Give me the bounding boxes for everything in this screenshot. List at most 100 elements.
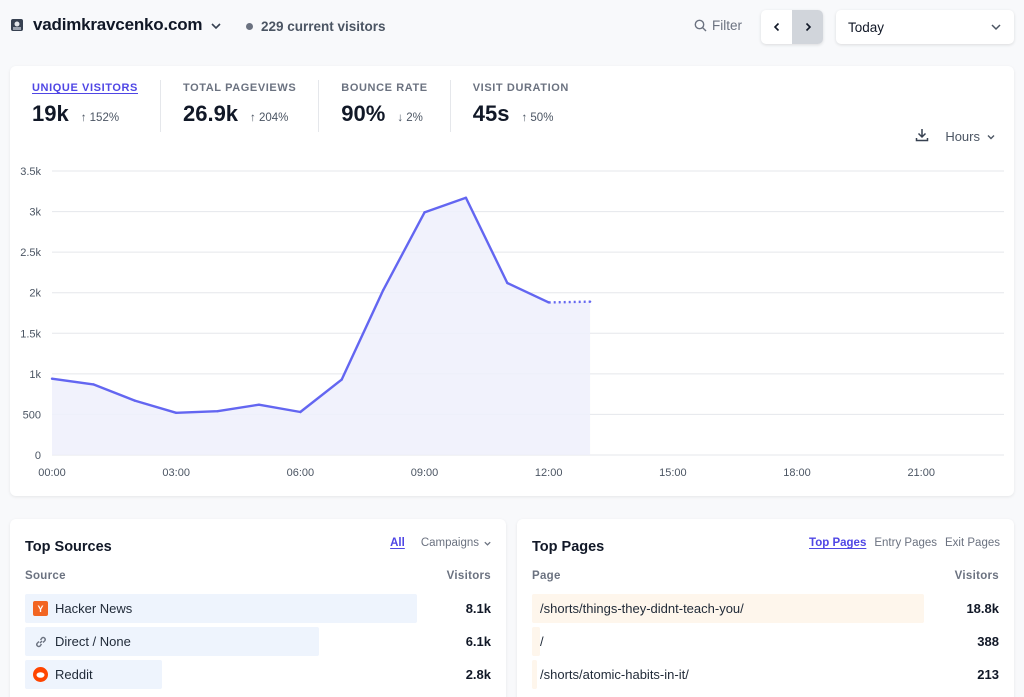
visitors-chart[interactable]: 0 500 1k 1.5k 2k 2.5k 3k 3.5k 00:00 03:00 06:00 09:… bbox=[10, 66, 1014, 496]
data-point bbox=[588, 300, 592, 303]
data-point bbox=[50, 377, 54, 380]
list-item[interactable]: /shorts/atomic-habits-in-it/213 bbox=[532, 660, 999, 693]
top-sources-title: Top Sources bbox=[25, 539, 112, 555]
data-point bbox=[216, 409, 219, 413]
x-tick-label: 21:00 bbox=[907, 467, 935, 479]
metric-value: 90% bbox=[341, 101, 386, 126]
next-period-button[interactable] bbox=[792, 10, 823, 44]
list-item-bar bbox=[25, 594, 417, 623]
x-tick-label: 12:00 bbox=[535, 467, 563, 479]
pages-list: /shorts/things-they-didnt-teach-you/18.8… bbox=[532, 594, 999, 693]
list-item[interactable]: / 388 bbox=[532, 627, 999, 660]
x-tick-label: 18:00 bbox=[783, 467, 811, 479]
chevron-right-icon bbox=[805, 22, 811, 32]
chevron-left-icon bbox=[773, 22, 779, 32]
data-point bbox=[381, 289, 385, 292]
top-sources-card: Top Sources All Campaigns Source Visitor… bbox=[10, 519, 506, 697]
metric-value: 45s bbox=[472, 101, 510, 126]
data-point bbox=[92, 383, 95, 386]
data-point bbox=[340, 378, 343, 381]
metric-value: 19k bbox=[32, 101, 69, 126]
filter-button[interactable]: Filter bbox=[694, 18, 742, 33]
y-tick-label: 3k bbox=[29, 207, 41, 219]
chevron-down-icon bbox=[987, 134, 995, 139]
x-tick-label: 00:00 bbox=[38, 467, 66, 479]
filter-label: Filter bbox=[712, 18, 742, 33]
previous-period-button[interactable] bbox=[761, 10, 792, 44]
period-navigation bbox=[761, 10, 823, 44]
y-tick-label: 1k bbox=[29, 369, 41, 381]
tab-campaigns-label: Campaigns bbox=[420, 537, 479, 549]
search-icon bbox=[694, 19, 707, 32]
y-tick-label: 2.5k bbox=[20, 247, 41, 259]
metric-change: ↑ 50% bbox=[521, 112, 554, 124]
chevron-down-icon bbox=[991, 24, 1001, 31]
y-tick-label: 2k bbox=[29, 288, 41, 300]
list-item-text: Direct / None bbox=[55, 634, 131, 649]
list-item-value: 18.8k bbox=[966, 601, 999, 616]
data-point bbox=[423, 211, 426, 214]
list-item-text: /shorts/atomic-habits-in-it/ bbox=[540, 667, 689, 682]
list-item-text: / bbox=[540, 634, 544, 649]
chart-tools: Hours bbox=[915, 128, 996, 145]
data-point bbox=[464, 196, 468, 199]
column-header-visitors: Visitors bbox=[446, 570, 491, 582]
list-item-value: 8.1k bbox=[465, 601, 491, 616]
metric-label: BOUNCE RATE bbox=[341, 82, 428, 94]
date-range-select[interactable]: Today bbox=[836, 10, 1014, 44]
x-tick-label: 15:00 bbox=[659, 467, 687, 479]
sources-tabs: All Campaigns bbox=[382, 537, 492, 549]
current-visitors[interactable]: 229 current visitors bbox=[246, 19, 386, 34]
current-visitors-label: 229 current visitors bbox=[261, 19, 386, 34]
interval-select[interactable]: Hours bbox=[945, 129, 996, 144]
metric-change: ↑ 152% bbox=[80, 112, 120, 124]
metric-label: UNIQUE VISITORS bbox=[32, 82, 138, 94]
list-item-value: 213 bbox=[977, 667, 999, 682]
tab-top-pages[interactable]: Top Pages bbox=[809, 537, 867, 549]
x-tick-label: 06:00 bbox=[287, 467, 315, 479]
data-point bbox=[547, 301, 550, 304]
site-logo-icon bbox=[10, 18, 24, 32]
column-header-source: Source bbox=[25, 570, 66, 582]
pages-tabs: Top Pages Entry Pages Exit Pages bbox=[801, 537, 1000, 549]
site-switcher[interactable]: vadimkravcenko.com bbox=[10, 15, 222, 35]
tab-all-sources[interactable]: All bbox=[390, 537, 405, 549]
metric-bounce-rate[interactable]: BOUNCE RATE 90% ↓ 2% bbox=[319, 80, 451, 132]
tab-campaigns[interactable]: Campaigns bbox=[413, 537, 492, 549]
data-point bbox=[257, 403, 261, 406]
tab-entry-pages[interactable]: Entry Pages bbox=[874, 537, 938, 549]
data-point bbox=[506, 281, 509, 285]
hacker-news-icon: Y bbox=[33, 601, 48, 616]
top-pages-title: Top Pages bbox=[532, 539, 605, 555]
reddit-icon bbox=[33, 667, 48, 682]
list-item-text: Hacker News bbox=[55, 601, 133, 616]
y-tick-label: 1.5k bbox=[20, 328, 41, 340]
list-item[interactable]: Reddit 2.8k bbox=[25, 660, 491, 693]
list-item-bar bbox=[25, 627, 319, 656]
list-item[interactable]: /shorts/things-they-didnt-teach-you/18.8… bbox=[532, 594, 999, 627]
chevron-down-icon bbox=[210, 19, 222, 31]
x-tick-label: 09:00 bbox=[411, 467, 439, 479]
list-item[interactable]: Y Hacker News 8.1k bbox=[25, 594, 491, 627]
list-item-value: 388 bbox=[977, 634, 999, 649]
list-item-label: /shorts/atomic-habits-in-it/ bbox=[540, 667, 689, 682]
metric-value: 26.9k bbox=[182, 101, 239, 126]
list-item-value: 2.8k bbox=[465, 667, 491, 682]
column-header-visitors: Visitors bbox=[954, 570, 999, 582]
chart-area-fill bbox=[52, 197, 591, 455]
chevron-down-icon bbox=[484, 541, 491, 546]
metric-total-pageviews[interactable]: TOTAL PAGEVIEWS 26.9k ↑ 204% bbox=[161, 80, 320, 132]
metric-visit-duration[interactable]: VISIT DURATION 45s ↑ 50% bbox=[451, 80, 591, 132]
series-line-incomplete bbox=[548, 300, 591, 304]
list-item-value: 6.1k bbox=[465, 634, 491, 649]
data-point bbox=[133, 399, 136, 402]
tab-exit-pages[interactable]: Exit Pages bbox=[945, 537, 1000, 549]
list-item-bar bbox=[532, 660, 537, 689]
download-button[interactable] bbox=[915, 128, 929, 145]
column-header-page: Page bbox=[532, 570, 561, 582]
list-item[interactable]: Direct / None 6.1k bbox=[25, 627, 491, 660]
list-item-label: Y Hacker News bbox=[33, 601, 132, 616]
list-item-text: Reddit bbox=[55, 667, 93, 682]
metric-unique-visitors[interactable]: UNIQUE VISITORS 19k ↑ 152% bbox=[10, 80, 161, 132]
download-icon bbox=[916, 129, 929, 142]
